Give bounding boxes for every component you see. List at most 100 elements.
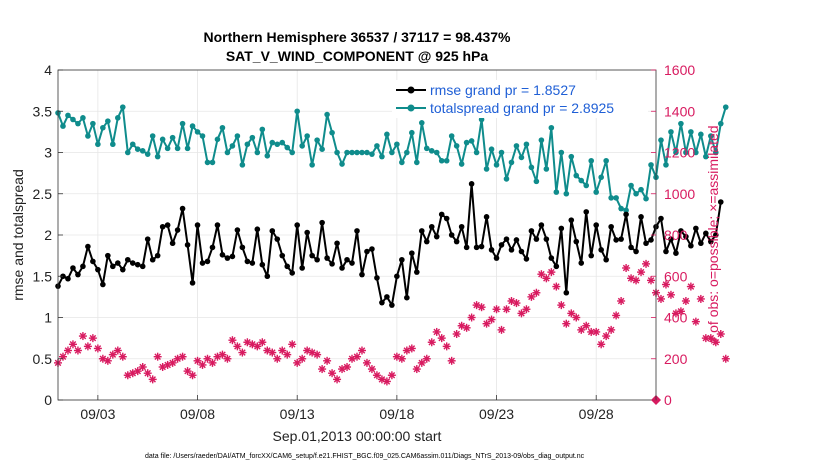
obs-point-stroke: [692, 318, 700, 325]
obs-point-stroke: [637, 268, 645, 276]
obs-point: [617, 297, 626, 305]
obs-point-stroke: [513, 299, 520, 307]
totalspread-point: [214, 136, 221, 143]
rmse-point: [239, 244, 246, 251]
y-tick-label: 0.5: [33, 351, 53, 367]
totalspread-point: [438, 157, 445, 164]
x-tick-label: 09/18: [379, 406, 414, 422]
rmse-point: [134, 261, 141, 268]
rmse-point: [204, 258, 211, 265]
totalspread-point: [344, 149, 350, 156]
obs-point: [313, 350, 322, 359]
y-tick-label: 1: [44, 310, 52, 326]
rmse-point: [224, 255, 231, 261]
obs-point: [666, 290, 675, 299]
totalspread-point: [478, 116, 485, 123]
totalspread-point: [284, 144, 291, 151]
obs-point: [557, 301, 566, 310]
x-axis-label: Sep.01,2013 00:00:00 start: [273, 428, 442, 444]
rmse-point: [339, 265, 345, 271]
legend: rmse grand pr = 1.8527 totalspread grand…: [392, 80, 648, 118]
totalspread-point: [548, 124, 555, 131]
rmse-point: [174, 227, 181, 233]
y-tick-label: 3: [44, 145, 52, 161]
obs-point: [487, 315, 496, 324]
obs-point: [118, 352, 127, 361]
rmse-point: [523, 256, 530, 262]
rmse-point: [513, 237, 520, 243]
totalspread-point: [673, 149, 679, 156]
rmse-point: [443, 215, 450, 222]
y-right-tick-label: 1600: [664, 62, 695, 78]
obs-point: [58, 352, 67, 361]
totalspread-point: [543, 166, 550, 172]
obs-point-stroke: [219, 351, 226, 358]
obs-point-stroke: [323, 357, 331, 365]
obs-point-stroke: [273, 355, 281, 363]
obs-point-stroke: [488, 316, 495, 323]
rmse-point: [184, 242, 191, 248]
totalspread-point: [633, 190, 639, 197]
totalspread-point: [379, 153, 385, 160]
rmse-point: [593, 222, 599, 228]
obs-point: [328, 369, 337, 378]
obs-point: [716, 330, 725, 338]
x-tick-label: 09/03: [80, 406, 115, 422]
obs-point-stroke: [657, 295, 665, 303]
totalspread-point: [428, 148, 435, 154]
obs-point-stroke: [229, 336, 236, 344]
obs-point-stroke: [503, 305, 510, 313]
totalspread-point: [339, 161, 345, 167]
legend-rmse-label: rmse grand pr = 1.8527: [430, 82, 576, 98]
rmse-point: [717, 199, 724, 205]
rmse-point: [618, 236, 624, 242]
obs-point-stroke: [697, 295, 705, 303]
obs-point-stroke: [298, 355, 306, 363]
rmse-point: [334, 240, 340, 247]
rmse-point: [483, 214, 490, 220]
rmse-point: [488, 247, 495, 253]
rmse-point: [229, 253, 236, 260]
obs-point-stroke: [498, 326, 505, 334]
rmse-point: [518, 248, 525, 255]
obs-point: [597, 340, 606, 349]
rmse-point: [683, 233, 689, 240]
totalspread-point: [169, 134, 176, 141]
obs-point: [153, 352, 162, 361]
obs-point-stroke: [224, 355, 231, 363]
obs-point-stroke: [383, 378, 391, 385]
obs-point-stroke: [622, 264, 630, 272]
rmse-point: [433, 233, 440, 240]
obs-point-stroke: [199, 361, 206, 369]
obs-point: [108, 350, 117, 359]
obs-point-stroke: [572, 314, 580, 321]
x-tick-label: 09/08: [180, 406, 215, 422]
obs-point: [602, 332, 611, 341]
obs-point: [527, 292, 536, 301]
rmse-point: [274, 236, 281, 242]
obs-point: [283, 350, 292, 359]
y-tick-label: 2: [44, 227, 52, 243]
obs-point: [298, 354, 307, 363]
obs-point-stroke: [74, 347, 82, 354]
obs-point-stroke: [353, 353, 361, 360]
obs-point-stroke: [239, 349, 246, 356]
obs-point: [607, 325, 616, 334]
obs-point: [103, 356, 112, 365]
obs-point: [432, 327, 441, 336]
obs-point: [268, 348, 277, 357]
rmse-point: [638, 214, 644, 220]
obs-point: [542, 274, 551, 283]
totalspread-point: [124, 149, 131, 156]
obs-point-stroke: [64, 347, 72, 354]
rmse-point: [703, 230, 709, 237]
obs-point: [68, 340, 77, 349]
rmse-point: [678, 228, 684, 234]
rmse-point: [284, 263, 291, 270]
totalspread-point: [100, 124, 106, 131]
obs-point-stroke: [612, 312, 620, 319]
rmse-point: [643, 240, 649, 247]
y-axis-label: rmse and totalspread: [10, 169, 26, 301]
obs-point: [711, 338, 720, 347]
obs-point-stroke: [154, 353, 161, 360]
